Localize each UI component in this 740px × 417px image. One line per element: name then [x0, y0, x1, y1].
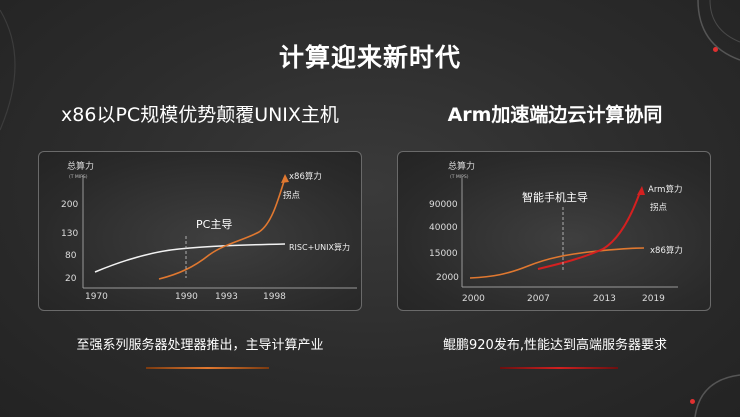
corner-arc-decoration-bottom-right — [694, 374, 740, 417]
series-line-x86 — [158, 177, 286, 280]
x-tick-label: 2000 — [462, 294, 485, 304]
y-tick-label: 2000 — [436, 273, 459, 283]
left-chart: 总算力 (T MIPS) 200 130 80 20 1970 1990 199… — [61, 160, 357, 302]
y-tick-label: 200 — [61, 200, 78, 210]
y-tick-label: 15000 — [429, 249, 458, 259]
y-tick-label: 40000 — [429, 223, 458, 233]
x-tick-label: 2019 — [642, 294, 665, 304]
y-axis-label: 总算力 — [448, 160, 475, 172]
series-label-x86: x86算力 — [289, 171, 322, 182]
annotation-pc-dominant: PC主导 — [196, 218, 232, 231]
red-dot-top-right — [713, 47, 718, 52]
right-chart: 总算力 (T MIPS) 90000 40000 15000 2000 2000… — [429, 160, 683, 304]
right-caption-underline — [500, 367, 618, 369]
series-label-risc-unix: RISC+UNIX算力 — [289, 242, 350, 252]
x-tick-label: 1993 — [215, 292, 238, 302]
x-tick-label: 1970 — [85, 292, 108, 302]
series-line-arm — [537, 191, 641, 270]
y-tick-label: 90000 — [429, 200, 458, 210]
left-subtitle: x86以PC规模优势颠覆UNIX主机 — [61, 104, 339, 126]
series-line-risc-unix — [94, 243, 286, 273]
series-label-arm: Arm算力 — [648, 184, 682, 195]
corner-arc-decoration-left — [0, 9, 16, 131]
left-caption: 至强系列服务器处理器推出，主导计算产业 — [76, 338, 324, 353]
x-tick-label: 2013 — [593, 294, 616, 304]
y-tick-label: 80 — [65, 251, 77, 261]
annotation-inflection: 拐点 — [283, 190, 301, 201]
annotation-smartphone-dominant: 智能手机主导 — [522, 190, 588, 204]
x-tick-label: 1990 — [175, 292, 198, 302]
y-axis-label: 总算力 — [67, 160, 94, 172]
y-axis-unit: (T MIPS) — [450, 174, 469, 180]
series-arrow-arm — [637, 186, 645, 195]
red-dot-bottom-right — [690, 399, 695, 404]
series-label-x86: x86算力 — [650, 245, 683, 256]
right-chart-panel: 总算力 (T MIPS) 90000 40000 15000 2000 2000… — [397, 151, 711, 311]
y-axis-unit: (T MIPS) — [69, 174, 88, 180]
corner-arc-decoration-top-right — [697, 0, 740, 61]
right-subtitle: Arm加速端边云计算协同 — [447, 104, 663, 126]
y-tick-label: 20 — [65, 274, 77, 284]
slide-title: 计算迎来新时代 — [278, 43, 461, 72]
annotation-inflection: 拐点 — [650, 202, 668, 213]
x-tick-label: 2007 — [527, 294, 550, 304]
y-tick-label: 130 — [61, 229, 78, 239]
left-chart-panel: 总算力 (T MIPS) 200 130 80 20 1970 1990 199… — [38, 151, 362, 311]
x-tick-label: 1998 — [263, 292, 286, 302]
right-caption: 鲲鹏920发布,性能达到高端服务器要求 — [443, 338, 667, 353]
series-arrow-x86 — [281, 174, 289, 183]
series-line-x86 — [469, 247, 645, 279]
left-caption-underline — [146, 367, 269, 369]
